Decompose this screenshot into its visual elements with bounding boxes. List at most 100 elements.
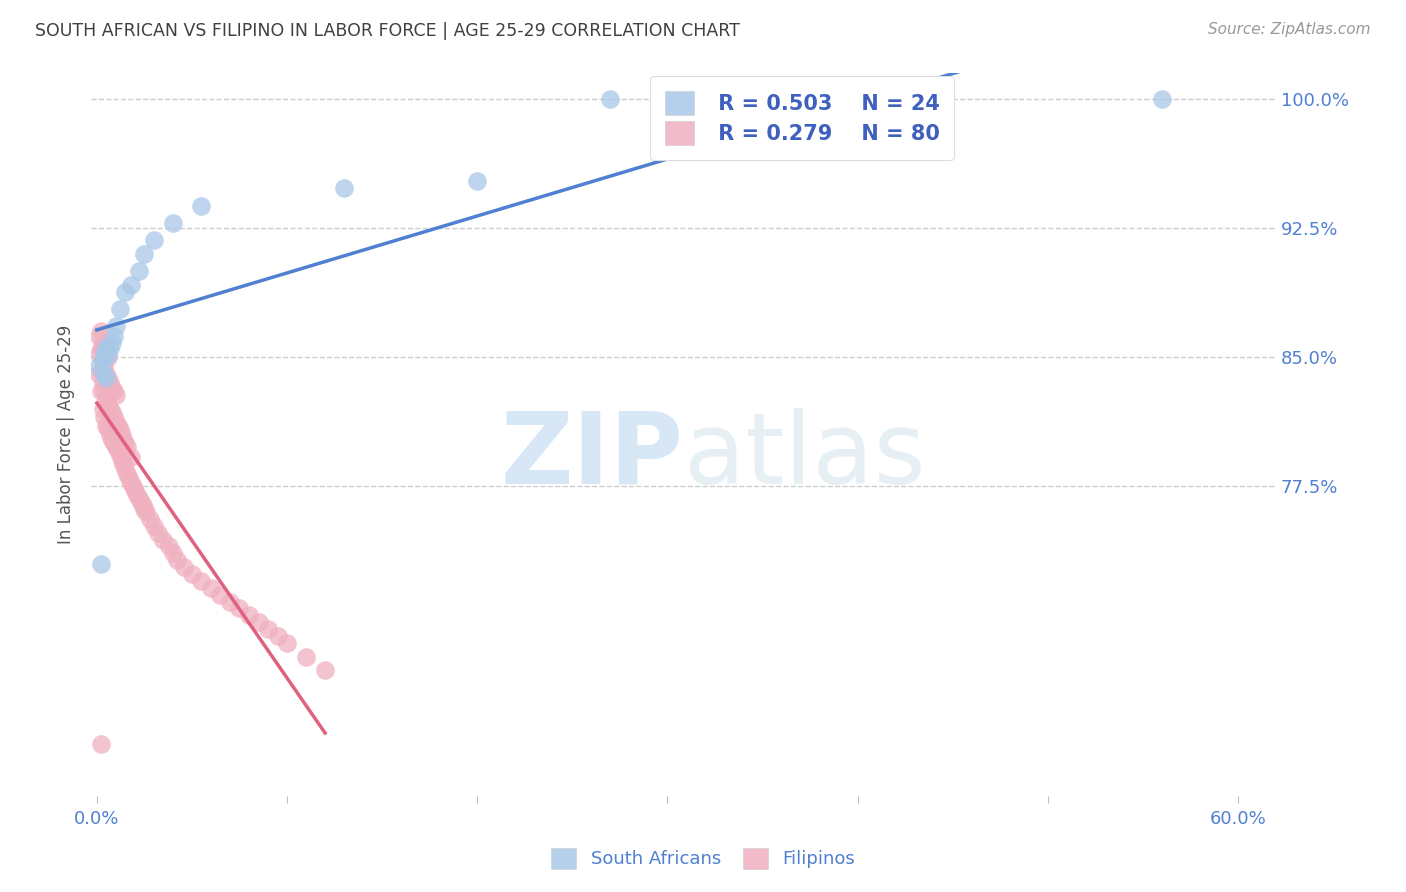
Point (190, 574, 212, 588)
Point (110, 453, 132, 467)
Point (120, 450, 142, 464)
Point (108, 301, 131, 316)
Point (96, 368, 118, 382)
Point (93, 346, 115, 360)
Point (101, 336, 124, 351)
Point (98, 342, 121, 356)
Legend:  R = 0.503    N = 24,  R = 0.279    N = 80: R = 0.503 N = 24, R = 0.279 N = 80 (650, 76, 955, 160)
Point (238, 608, 260, 623)
Point (129, 494, 152, 508)
Point (90, 342, 112, 356)
Text: Source: ZipAtlas.com: Source: ZipAtlas.com (1208, 22, 1371, 37)
Point (162, 216, 184, 230)
Point (91, 336, 114, 351)
Point (96, 418, 118, 433)
Point (276, 636, 298, 650)
Point (114, 462, 136, 476)
Point (97, 370, 120, 384)
Point (1150, 92, 1173, 106)
Point (134, 246, 156, 260)
Point (108, 448, 131, 462)
Point (90, 557, 112, 571)
Point (333, 181, 356, 195)
Point (117, 440, 139, 454)
Text: ZIP: ZIP (501, 408, 683, 505)
Point (90, 384, 112, 399)
Point (98, 401, 121, 416)
Point (103, 410, 125, 425)
Point (87, 368, 110, 382)
Point (295, 649, 318, 664)
Text: SOUTH AFRICAN VS FILIPINO IN LABOR FORCE | AGE 25-29 CORRELATION CHART: SOUTH AFRICAN VS FILIPINO IN LABOR FORCE… (35, 22, 740, 40)
Point (93, 368, 115, 382)
Point (91, 376, 114, 390)
Point (96, 346, 118, 360)
Point (247, 615, 270, 629)
Point (314, 664, 336, 678)
Point (90, 324, 112, 338)
Point (103, 329, 125, 343)
Point (146, 525, 169, 540)
Point (104, 440, 127, 454)
Point (91, 401, 114, 416)
Point (97, 348, 120, 362)
Point (135, 505, 157, 519)
Point (257, 622, 280, 636)
Point (157, 540, 180, 554)
Point (97, 350, 120, 364)
Point (139, 512, 162, 526)
Point (101, 381, 124, 395)
Point (93, 410, 115, 425)
Point (112, 433, 135, 447)
Point (101, 433, 124, 447)
Point (97, 398, 120, 412)
Point (117, 467, 139, 482)
Point (181, 566, 204, 581)
Point (93, 384, 115, 399)
Point (87, 329, 110, 343)
Point (125, 488, 148, 502)
Point (219, 594, 242, 608)
Point (104, 388, 127, 402)
Point (190, 198, 212, 212)
Point (110, 427, 132, 442)
Y-axis label: In Labor Force | Age 25-29: In Labor Force | Age 25-29 (58, 325, 75, 544)
Point (599, 92, 621, 106)
Point (142, 518, 165, 533)
Point (152, 533, 174, 547)
Point (96, 370, 118, 384)
Legend: South Africans, Filipinos: South Africans, Filipinos (544, 840, 862, 876)
Point (91, 353, 114, 368)
Point (103, 436, 125, 450)
Text: atlas: atlas (683, 408, 925, 505)
Point (200, 581, 222, 595)
Point (209, 588, 232, 602)
Point (114, 285, 136, 299)
Point (166, 553, 188, 567)
Point (134, 501, 156, 516)
Point (98, 376, 121, 390)
Point (228, 601, 250, 615)
Point (90, 364, 112, 378)
Point (112, 457, 135, 471)
Point (122, 479, 145, 493)
Point (91, 353, 114, 368)
Point (87, 359, 110, 373)
Point (103, 384, 125, 399)
Point (142, 233, 165, 247)
Point (173, 560, 195, 574)
Point (107, 442, 129, 457)
Point (120, 475, 142, 490)
Point (96, 340, 118, 354)
Point (162, 546, 184, 560)
Point (128, 491, 150, 506)
Point (104, 416, 127, 430)
Point (101, 405, 124, 419)
Point (131, 498, 153, 512)
Point (107, 418, 129, 433)
Point (114, 436, 136, 450)
Point (120, 277, 142, 292)
Point (465, 174, 488, 188)
Point (104, 319, 127, 334)
Point (128, 264, 150, 278)
